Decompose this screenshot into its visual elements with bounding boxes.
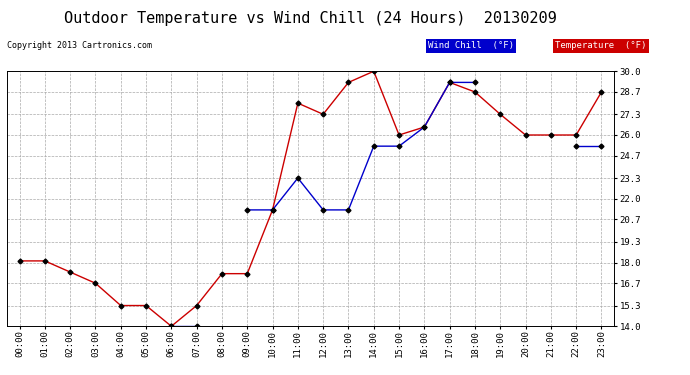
Text: Wind Chill  (°F): Wind Chill (°F) <box>428 41 514 50</box>
Text: Outdoor Temperature vs Wind Chill (24 Hours)  20130209: Outdoor Temperature vs Wind Chill (24 Ho… <box>64 11 557 26</box>
Text: Copyright 2013 Cartronics.com: Copyright 2013 Cartronics.com <box>7 41 152 50</box>
Text: Temperature  (°F): Temperature (°F) <box>555 41 647 50</box>
